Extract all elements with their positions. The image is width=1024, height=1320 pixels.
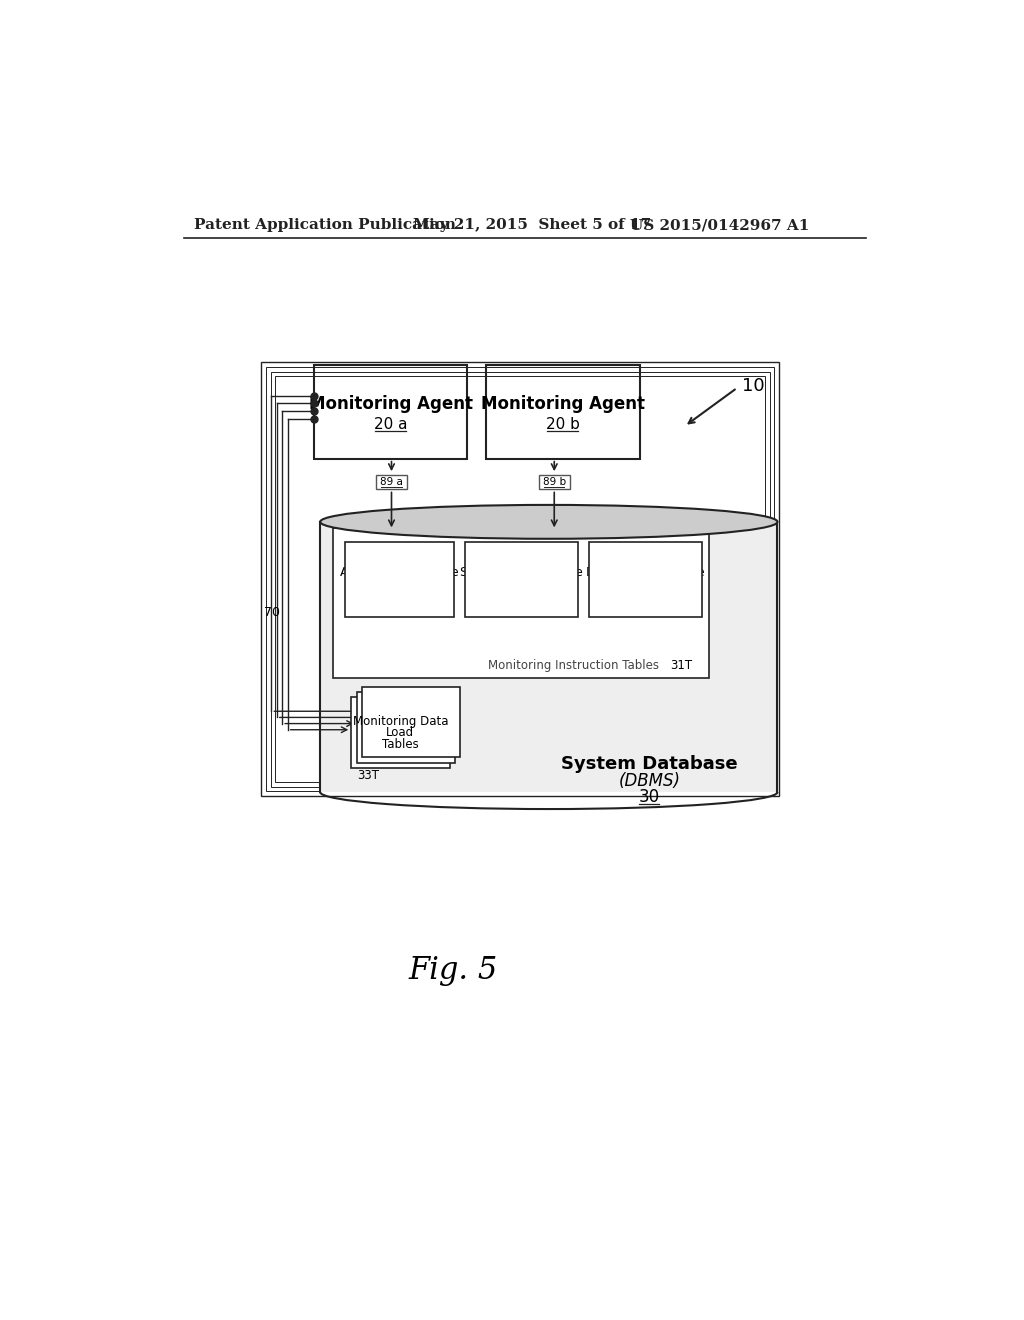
Text: 20 a: 20 a <box>374 417 408 432</box>
Text: 33T: 33T <box>357 770 380 783</box>
Text: 20 b: 20 b <box>546 417 580 432</box>
Text: 31 b: 31 b <box>508 582 536 595</box>
Text: 10: 10 <box>741 376 765 395</box>
Text: Load: Load <box>386 726 415 739</box>
Text: Monitoring Agent: Monitoring Agent <box>308 395 473 413</box>
Text: 70: 70 <box>264 606 281 619</box>
Bar <box>376 475 407 488</box>
Text: Tables: Tables <box>382 738 419 751</box>
Bar <box>356 692 455 763</box>
Bar <box>334 528 710 678</box>
Text: 89 a: 89 a <box>380 477 402 487</box>
Text: Server Queue Table: Server Queue Table <box>460 566 583 578</box>
Bar <box>465 543 578 616</box>
Text: Agent Queue Table: Agent Queue Table <box>340 566 459 578</box>
Text: Monitoring Instruction Tables: Monitoring Instruction Tables <box>488 659 659 672</box>
Text: 89 b: 89 b <box>543 477 566 487</box>
Text: 31T: 31T <box>671 659 692 672</box>
Bar <box>314 364 467 459</box>
Bar <box>351 697 450 768</box>
Text: 31 a: 31 a <box>385 582 413 595</box>
Bar <box>362 686 461 758</box>
Text: (DBMS): (DBMS) <box>618 772 680 789</box>
Text: May 21, 2015  Sheet 5 of 17: May 21, 2015 Sheet 5 of 17 <box>414 218 651 232</box>
Text: Monitoring Data: Monitoring Data <box>352 714 449 727</box>
Text: 30: 30 <box>639 788 660 807</box>
Text: Monitoring Agent: Monitoring Agent <box>481 395 645 413</box>
Ellipse shape <box>321 506 777 539</box>
Text: System Database: System Database <box>561 755 737 772</box>
Bar <box>261 363 779 796</box>
Text: Patent Application Publication: Patent Application Publication <box>194 218 456 232</box>
Bar <box>589 543 701 616</box>
Text: DBMS Server Table: DBMS Server Table <box>586 566 705 578</box>
Bar <box>270 372 770 787</box>
Bar <box>275 376 765 781</box>
Bar <box>345 543 454 616</box>
Bar <box>486 364 640 459</box>
Bar <box>321 521 777 792</box>
Bar <box>539 475 569 488</box>
Text: Fig. 5: Fig. 5 <box>409 956 498 986</box>
Text: US 2015/0142967 A1: US 2015/0142967 A1 <box>630 218 810 232</box>
Text: 31 c: 31 c <box>632 582 658 595</box>
Bar <box>266 367 774 792</box>
